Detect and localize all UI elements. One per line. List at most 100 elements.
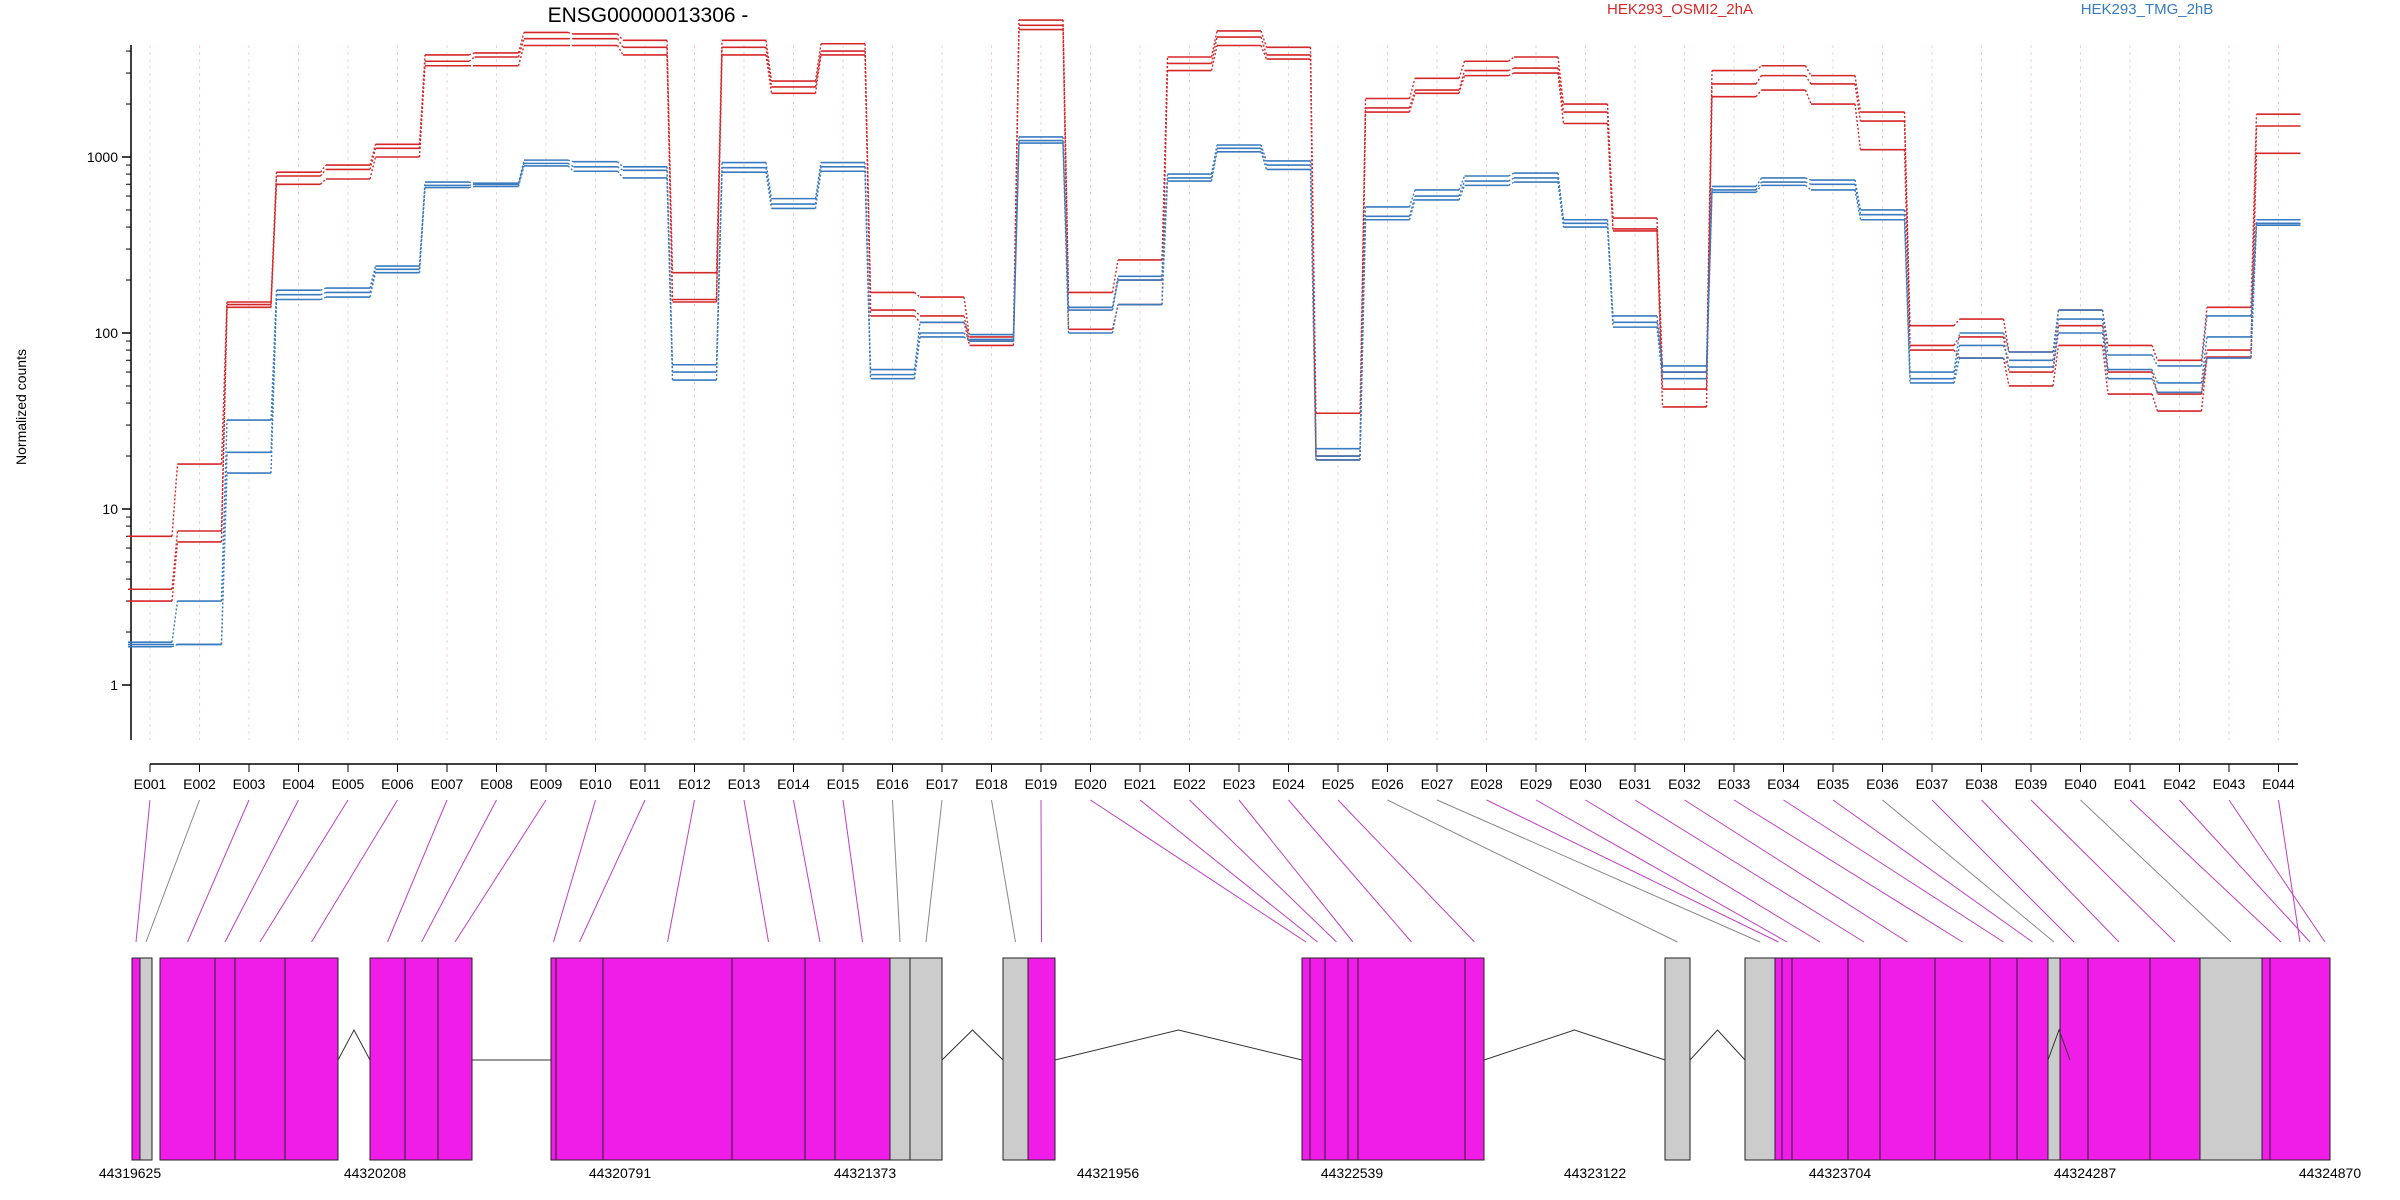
- series-connector: [1804, 65, 1812, 76]
- series-connector: [1805, 181, 1812, 185]
- series-connector: [1755, 181, 1763, 191]
- exon-box: [550, 957, 557, 1161]
- series-connector: [319, 168, 327, 177]
- exon-connector: [421, 799, 497, 943]
- series-connector: [1408, 78, 1416, 99]
- series-connector: [220, 307, 228, 542]
- series-connector: [617, 166, 624, 171]
- exon-box: [555, 957, 604, 1161]
- x-tick-label: E026: [1371, 776, 1404, 792]
- exon-connector: [2080, 799, 2232, 943]
- series-connector: [1557, 182, 1565, 228]
- intron-line: [2047, 1028, 2071, 1061]
- exon-connector: [1139, 799, 1318, 943]
- exon-connector: [224, 799, 299, 943]
- exon-connector: [1436, 799, 1761, 943]
- series-4: [128, 139, 2301, 646]
- gene-coordinate-label: 44321956: [1077, 1165, 1140, 1181]
- y-axis-label: Normalized counts: [13, 349, 29, 465]
- y-axis: 1 10 100 1000: [87, 45, 132, 740]
- series-connector: [369, 272, 377, 298]
- x-tick-label: E001: [134, 776, 167, 792]
- exon-connector: [793, 799, 821, 943]
- x-tick-label: E040: [2064, 776, 2097, 792]
- series-connector: [1111, 259, 1119, 293]
- series-connector: [468, 52, 475, 56]
- series-connector: [1309, 59, 1317, 460]
- series-connector: [913, 309, 921, 317]
- exon-connector: [1337, 799, 1475, 943]
- series-connector: [666, 54, 674, 303]
- series-connector: [1755, 184, 1763, 193]
- exon-box: [2087, 957, 2151, 1161]
- exon-connector: [1585, 799, 1821, 943]
- series-connector: [2151, 369, 2159, 384]
- series-connector: [913, 315, 921, 323]
- exon-box: [834, 957, 891, 1161]
- series-connector: [1260, 151, 1268, 170]
- series-1: [128, 24, 2301, 591]
- series-connector: [1161, 70, 1169, 305]
- exon-connector: [1535, 799, 1788, 943]
- series-connector: [2002, 318, 2010, 353]
- series-connector: [1755, 75, 1763, 85]
- exon-connector: [1634, 799, 1865, 943]
- series-connector: [567, 31, 574, 35]
- exon-connector: [2030, 799, 2176, 943]
- series-connector: [517, 38, 525, 58]
- series-connector: [1953, 332, 1961, 373]
- exon-box: [1464, 957, 1485, 1161]
- series-connector: [1755, 177, 1763, 187]
- series-connector: [1260, 144, 1268, 162]
- series-connector: [1408, 189, 1416, 208]
- exon-box: [2269, 957, 2331, 1161]
- exon-connector: [1387, 799, 1678, 943]
- series-connector: [1458, 175, 1466, 191]
- series-connector: [1953, 345, 1961, 379]
- series-connector: [1656, 228, 1664, 390]
- series-connector: [1656, 327, 1664, 379]
- exon-connector: [1040, 799, 1042, 943]
- series-connector: [1260, 148, 1268, 166]
- series-connector: [1854, 189, 1862, 220]
- x-tick-label: E016: [876, 776, 909, 792]
- series-connector: [814, 43, 822, 82]
- series-connector: [1210, 30, 1218, 58]
- series-connector: [468, 56, 475, 62]
- x-tick-label: E042: [2163, 776, 2196, 792]
- exon-box: [1347, 957, 1359, 1161]
- exon-connector: [1783, 799, 2004, 943]
- series-connector: [1408, 195, 1416, 217]
- series-connector: [1854, 184, 1862, 215]
- exon-connector: [1832, 799, 2033, 943]
- x-tick-label: E027: [1421, 776, 1454, 792]
- x-tick-label: E007: [431, 776, 464, 792]
- series-connector: [418, 65, 426, 158]
- series-connector: [963, 332, 971, 340]
- exon-connector: [1486, 799, 1779, 943]
- series-connector: [270, 299, 278, 474]
- series-3: [128, 136, 2301, 644]
- series-connector: [765, 40, 773, 82]
- series-connector: [1161, 174, 1169, 277]
- exon-connector: [2278, 799, 2301, 943]
- series-connector: [2151, 345, 2159, 361]
- series-connector: [2101, 309, 2109, 356]
- exon-box: [1791, 957, 1849, 1161]
- series-connector: [567, 165, 574, 172]
- gene-axis: 44319625 44320208 44320791 44321373 44321956…: [99, 1165, 2362, 1181]
- exon-connector: [579, 799, 646, 943]
- series-connector: [567, 162, 574, 168]
- series-connector: [1953, 357, 1961, 384]
- exon-box: [602, 957, 733, 1161]
- series-connector: [1111, 276, 1119, 308]
- x-axis: E001 E002 E003 E004 E005 E006 E007 E008 E009 E010…: [134, 763, 2298, 792]
- exon-connector: [553, 799, 596, 943]
- exon-box: [1324, 957, 1349, 1161]
- exon-box: [139, 957, 153, 1161]
- exon-box: [2059, 957, 2089, 1161]
- series-connector: [914, 291, 921, 298]
- exon-box: [369, 957, 406, 1161]
- exon-box: [1357, 957, 1466, 1161]
